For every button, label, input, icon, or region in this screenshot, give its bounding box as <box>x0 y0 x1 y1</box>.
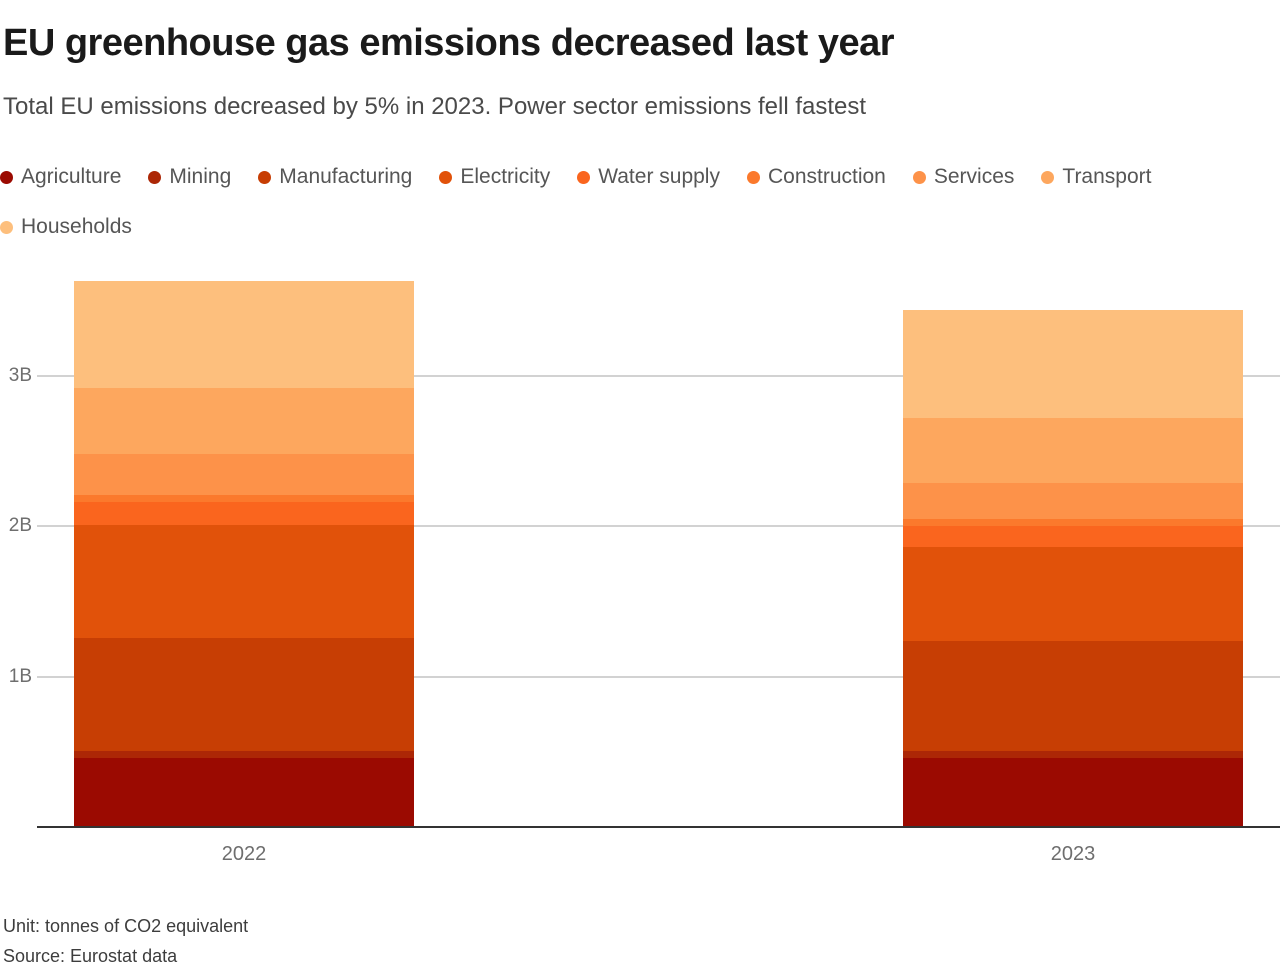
bar-segment-services-2022 <box>74 454 414 495</box>
gridline-1B <box>37 675 1280 678</box>
legend-item-electricity: Electricity <box>439 165 550 189</box>
chart-title: EU greenhouse gas emissions decreased la… <box>3 22 895 64</box>
x-axis-line <box>37 826 1280 829</box>
legend-label: Agriculture <box>21 165 122 189</box>
legend-item-households: Households <box>0 215 132 239</box>
legend-item-mining: Mining <box>148 165 231 189</box>
legend-dot-electricity <box>439 170 453 184</box>
legend-label: Manufacturing <box>279 165 413 189</box>
legend-item-services: Services <box>912 165 1015 189</box>
legend-item-agriculture: Agriculture <box>0 165 121 189</box>
bar-segment-mining-2022 <box>74 750 414 759</box>
bar-segment-manufacturing-2022 <box>74 637 414 751</box>
bar-segment-services-2023 <box>903 482 1243 519</box>
bar-segment-water-supply-2023 <box>903 526 1243 548</box>
bar-2023 <box>903 309 1243 828</box>
legend-dot-services <box>912 170 926 184</box>
unit-note: Unit: tonnes of CO2 equivalent <box>3 916 249 937</box>
y-tick-label-1B: 1B <box>8 665 32 687</box>
chart-subtitle: Total EU emissions decreased by 5% in 20… <box>3 92 867 120</box>
legend-label: Electricity <box>460 165 551 189</box>
bar-segment-construction-2022 <box>74 494 414 503</box>
x-axis-label-2022: 2022 <box>221 843 267 866</box>
legend-dot-households <box>0 220 13 234</box>
bar-segment-water-supply-2022 <box>74 502 414 525</box>
bar-segment-electricity-2022 <box>74 524 414 638</box>
bar-segment-households-2022 <box>74 281 414 388</box>
legend-label: Mining <box>169 165 232 189</box>
bar-segment-households-2023 <box>903 309 1243 418</box>
bar-segment-transport-2023 <box>903 417 1243 483</box>
bar-segment-construction-2023 <box>903 518 1243 527</box>
legend-item-water-supply: Water supply <box>577 165 720 189</box>
bar-segment-agriculture-2022 <box>74 758 414 828</box>
bar-segment-mining-2023 <box>903 750 1243 759</box>
bar-segment-manufacturing-2023 <box>903 640 1243 751</box>
legend-dot-manufacturing <box>258 170 272 184</box>
legend-label: Construction <box>767 165 886 189</box>
stacked-bar-chart: 1B 2B 3B 2022 2023 <box>0 267 1280 871</box>
gridline-2B <box>37 525 1280 528</box>
legend-dot-transport <box>1041 170 1055 184</box>
legend-item-construction: Construction <box>746 165 886 189</box>
legend: Agriculture Mining Manufacturing Electricit… <box>0 165 1280 239</box>
legend-label: Transport <box>1062 165 1152 189</box>
bar-segment-electricity-2023 <box>903 547 1243 641</box>
bar-segment-transport-2022 <box>74 387 414 455</box>
legend-dot-mining <box>148 170 162 184</box>
legend-dot-agriculture <box>0 170 13 184</box>
legend-label: Households <box>21 215 132 239</box>
footer: Unit: tonnes of CO2 equivalent Source: E… <box>3 911 1280 971</box>
gridline-3B <box>37 374 1280 377</box>
bar-2022 <box>74 281 414 828</box>
y-tick-label-2B: 2B <box>8 515 32 537</box>
y-tick-label-3B: 3B <box>8 364 32 386</box>
bar-segment-agriculture-2023 <box>903 758 1243 828</box>
legend-item-manufacturing: Manufacturing <box>258 165 412 189</box>
source-note: Source: Eurostat data <box>3 946 178 967</box>
legend-dot-construction <box>746 170 760 184</box>
x-axis-label-2023: 2023 <box>1050 843 1096 866</box>
legend-label: Water supply <box>598 165 720 189</box>
legend-item-transport: Transport <box>1041 165 1151 189</box>
legend-dot-water-supply <box>577 170 591 184</box>
legend-label: Services <box>933 165 1015 189</box>
